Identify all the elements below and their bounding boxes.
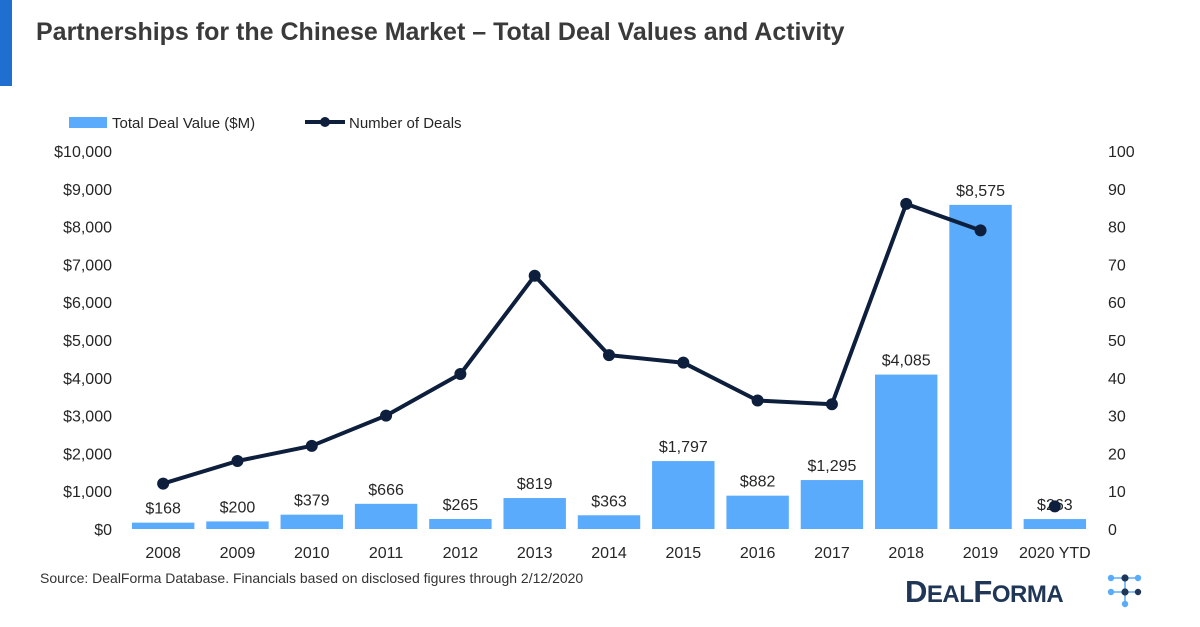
- line-point: [305, 439, 318, 452]
- y-right-tick-label: 90: [1108, 182, 1126, 199]
- y-left-tick-label: $8,000: [63, 220, 112, 237]
- legend-label-deal-value: Total Deal Value ($M): [112, 115, 255, 132]
- bar: [503, 498, 566, 529]
- bar-data-label: $4,085: [882, 353, 931, 370]
- line-point: [603, 349, 615, 362]
- accent-bar: [0, 0, 12, 86]
- bar: [800, 480, 864, 529]
- bar: [206, 521, 269, 529]
- line-point: [231, 454, 244, 467]
- x-tick-label: 2018: [888, 545, 924, 562]
- bar-data-label: $8,575: [956, 183, 1005, 200]
- y-left-tick-label: $2,000: [63, 446, 112, 463]
- bar: [949, 204, 1012, 530]
- line-point: [1048, 500, 1061, 513]
- line-point: [751, 394, 764, 407]
- x-axis: 2008 2009 2010 2011 2012 2013 2014 2015 2016 2017…: [145, 545, 1090, 562]
- x-tick-label: 2014: [591, 545, 627, 562]
- x-tick-label: 2013: [517, 545, 553, 562]
- y-right-tick-label: 30: [1108, 409, 1126, 426]
- y-left-tick-label: $0: [94, 522, 112, 539]
- y-left-tick-label: $1,000: [63, 484, 112, 501]
- y-right-tick-label: 60: [1108, 295, 1126, 312]
- bar-data-labels: $168 $200 $379 $666 $265 $819 $363 $1,797 $882 $1…: [145, 183, 1072, 518]
- bar: [131, 522, 195, 529]
- x-tick-label: 2008: [145, 545, 181, 562]
- legend: Total Deal Value ($M) Number of Deals: [69, 115, 462, 132]
- x-tick-label: 2009: [220, 545, 256, 562]
- bar: [354, 503, 418, 529]
- x-tick-label: 2011: [369, 545, 404, 562]
- y-axis-left: $0 $1,000 $2,000 $3,000 $4,000 $5,000 $6,000 $7…: [54, 144, 112, 539]
- y-right-tick-label: 20: [1108, 446, 1126, 463]
- bar-data-label: $882: [740, 474, 776, 491]
- bar-data-label: $1,295: [807, 458, 856, 475]
- x-tick-label: 2020 YTD: [1019, 545, 1091, 562]
- bar-data-label: $1,797: [659, 439, 708, 456]
- bar: [652, 461, 715, 529]
- y-right-tick-label: 70: [1108, 257, 1126, 274]
- bar-data-label: $819: [517, 476, 553, 493]
- bar-data-label: $265: [443, 497, 479, 514]
- bar-data-label: $666: [368, 482, 404, 499]
- y-axis-right: 0 10 20 30 40 50 60 70 80 90 100: [1108, 144, 1135, 539]
- x-tick-label: 2010: [294, 545, 330, 562]
- bar: [875, 374, 938, 529]
- molecule-icon: [1107, 574, 1142, 608]
- legend-label-number-of-deals: Number of Deals: [349, 115, 462, 132]
- source-note: Source: DealForma Database. Financials b…: [40, 570, 584, 586]
- legend-swatch-marker: [320, 117, 330, 127]
- line-point: [157, 477, 170, 490]
- bar-series: [131, 204, 1087, 530]
- x-tick-label: 2015: [666, 545, 702, 562]
- bar: [577, 515, 641, 529]
- y-right-tick-label: 0: [1108, 522, 1117, 539]
- chart-title: Partnerships for the Chinese Market – To…: [36, 18, 845, 46]
- y-right-tick-label: 40: [1108, 371, 1126, 388]
- line-point: [677, 356, 690, 369]
- y-right-tick-label: 10: [1108, 484, 1126, 501]
- y-right-tick-label: 80: [1108, 220, 1126, 237]
- x-tick-label: 2012: [443, 545, 479, 562]
- y-left-tick-label: $10,000: [54, 144, 112, 161]
- y-left-tick-label: $6,000: [63, 295, 112, 312]
- line-point: [974, 224, 987, 237]
- bar-data-label: $363: [591, 493, 627, 510]
- bar-data-label: $200: [220, 499, 256, 516]
- x-tick-label: 2017: [814, 545, 850, 562]
- bar: [1023, 519, 1087, 529]
- bar: [726, 495, 789, 529]
- y-left-tick-label: $5,000: [63, 333, 112, 350]
- line-point: [900, 197, 913, 210]
- y-left-tick-label: $4,000: [63, 371, 112, 388]
- x-tick-label: 2016: [740, 545, 776, 562]
- line-path: [162, 201, 982, 486]
- y-left-tick-label: $7,000: [63, 257, 112, 274]
- line-point: [454, 368, 467, 381]
- bar: [429, 518, 492, 529]
- x-tick-label: 2019: [963, 545, 999, 562]
- y-right-tick-label: 50: [1108, 333, 1126, 350]
- line-point: [528, 269, 541, 282]
- y-right-tick-label: 100: [1108, 144, 1135, 161]
- bar-data-label: $168: [145, 501, 181, 518]
- bar-data-label: $379: [294, 493, 330, 510]
- y-left-tick-label: $3,000: [63, 409, 112, 426]
- line-point: [380, 409, 393, 422]
- line-series: [157, 197, 1061, 513]
- legend-swatch-bar: [69, 117, 107, 128]
- bar: [280, 514, 343, 529]
- line-point: [825, 398, 838, 411]
- y-left-tick-label: $9,000: [63, 182, 112, 199]
- logo-wordmark: DEALFORMA: [905, 574, 1064, 609]
